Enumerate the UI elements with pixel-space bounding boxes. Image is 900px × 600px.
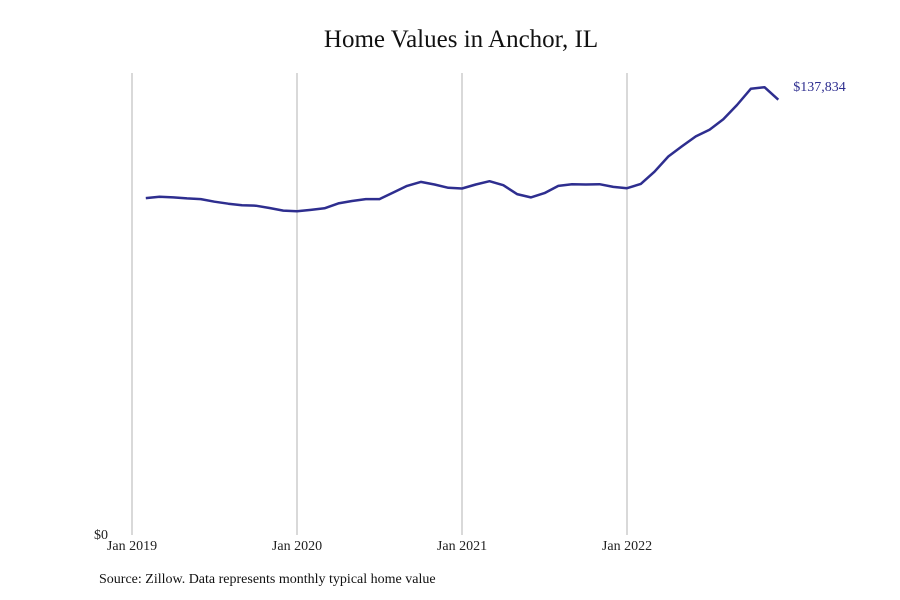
x-tick-label: Jan 2019 xyxy=(107,539,157,554)
y-tick-label: $0 xyxy=(94,528,108,543)
data-labels: $137,834 xyxy=(793,80,846,95)
axis-tick-labels: Jan 2019 Jan 2020 Jan 2021 Jan 2022 $0 xyxy=(94,528,652,554)
series xyxy=(145,85,780,213)
x-tick-label: Jan 2021 xyxy=(437,539,487,554)
x-tick-label: Jan 2022 xyxy=(602,539,652,554)
x-tick-label: Jan 2020 xyxy=(272,539,322,554)
end-value-label: $137,834 xyxy=(793,80,846,95)
source-note: Source: Zillow. Data represents monthly … xyxy=(99,572,436,587)
gridlines xyxy=(131,73,628,535)
series-line xyxy=(145,85,780,213)
chart-title: Home Values in Anchor, IL xyxy=(323,26,599,53)
